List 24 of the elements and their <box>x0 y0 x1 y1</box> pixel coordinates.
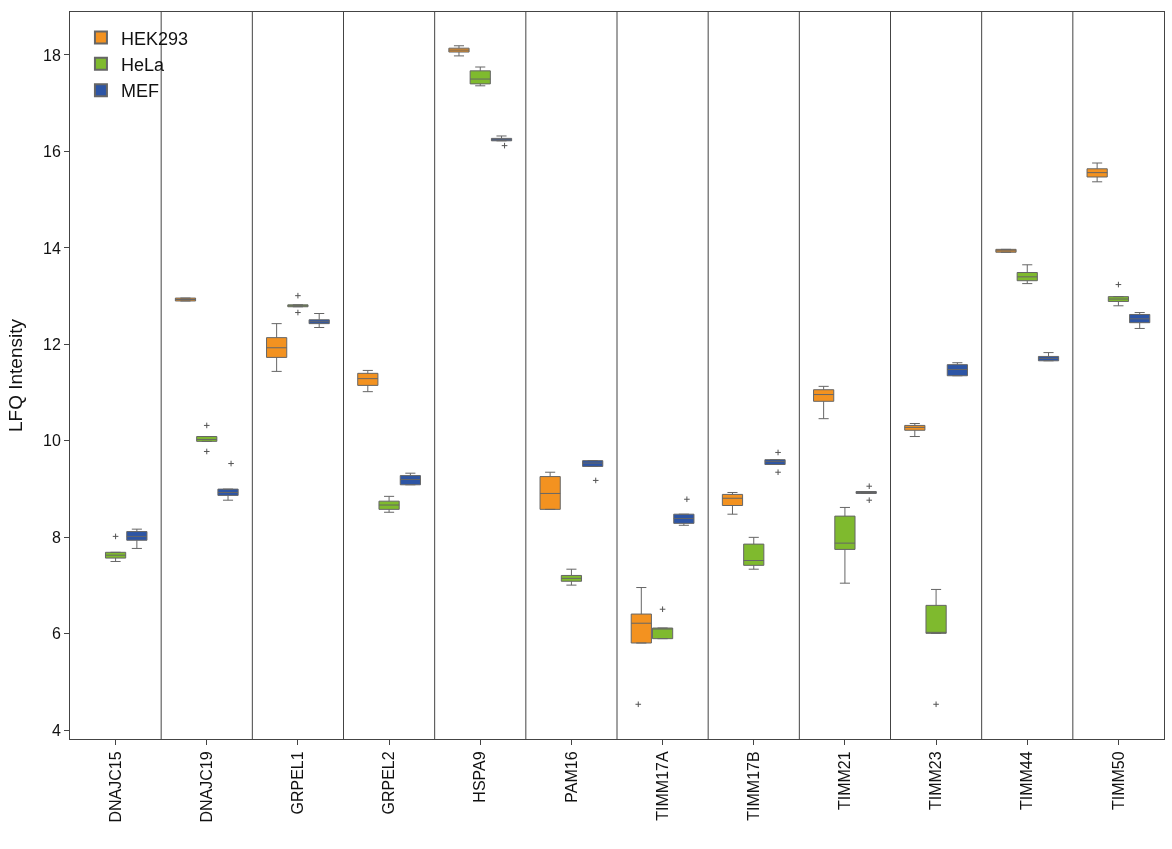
y-tick-label: 10 <box>43 432 61 450</box>
y-tick-label: 6 <box>51 625 61 643</box>
y-tick-label: 16 <box>43 143 61 161</box>
y-tick-label: 12 <box>43 335 61 353</box>
x-tick-label: HSPA9 <box>471 751 489 803</box>
x-tick-label: TIMM23 <box>927 751 945 811</box>
y-axis-title: LFQ Intensity <box>4 318 26 432</box>
x-tick-label: GRPEL2 <box>380 751 398 815</box>
x-tick-label: GRPEL1 <box>289 751 307 815</box>
y-tick-label: 8 <box>51 528 61 546</box>
y-tick-label: 18 <box>43 46 61 64</box>
x-tick-label: TIMM50 <box>1109 751 1127 811</box>
x-tick-label: PAM16 <box>562 751 580 803</box>
legend-label: MEF <box>120 81 159 102</box>
legend-label: HeLa <box>120 54 165 75</box>
x-tick-label: TIMM21 <box>836 751 854 811</box>
x-tick-label: TIMM17B <box>744 751 762 821</box>
y-tick-label: 14 <box>43 239 61 257</box>
x-tick-label: TIMM44 <box>1018 751 1036 811</box>
legend-label: HEK293 <box>120 28 188 49</box>
y-tick-label: 4 <box>51 721 61 739</box>
x-tick-label: DNAJC19 <box>197 751 215 823</box>
x-tick-label: TIMM17A <box>653 751 671 821</box>
x-tick-label: DNAJC15 <box>106 751 124 823</box>
